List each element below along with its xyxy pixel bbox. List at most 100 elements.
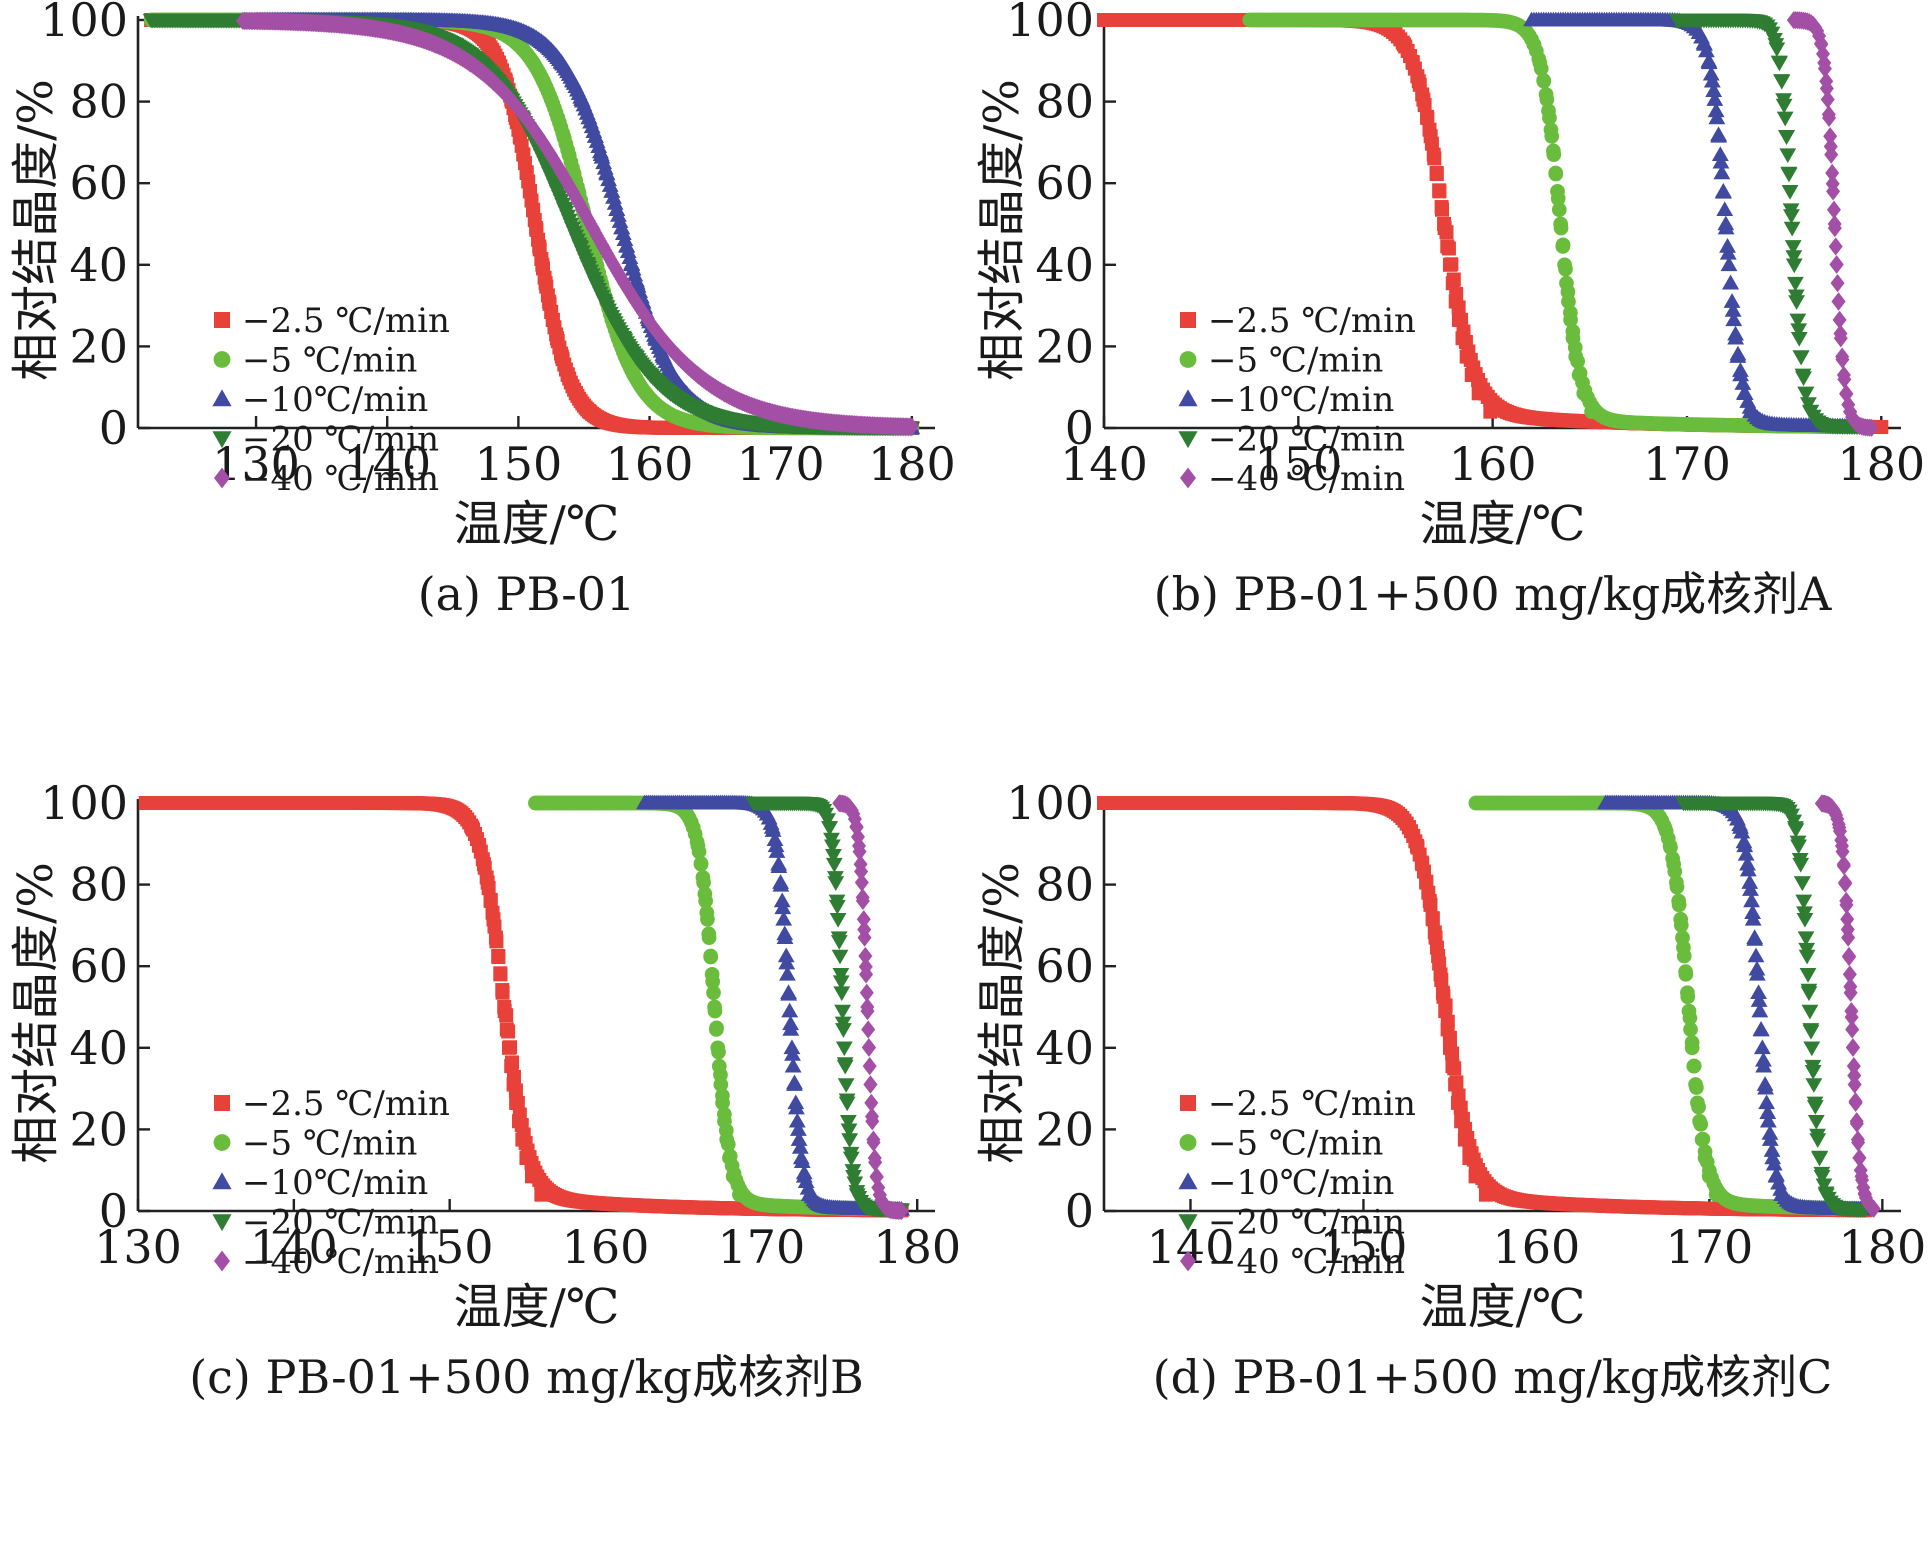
data-point [550, 110, 566, 126]
data-point [1822, 108, 1837, 128]
data-point [1802, 405, 1819, 421]
data-point [560, 367, 575, 382]
data-point [1673, 911, 1689, 927]
data-point [872, 1185, 887, 1204]
data-point [789, 1121, 807, 1136]
y-tick-label: 60 [69, 156, 128, 210]
data-point [1832, 310, 1847, 329]
series-4 [745, 796, 911, 1219]
data-point [1781, 185, 1799, 200]
data-point [1782, 203, 1800, 219]
legend-label: −2.5 ℃/min [242, 1084, 450, 1124]
data-point [776, 929, 794, 944]
data-point [1431, 949, 1446, 963]
data-point [655, 348, 672, 363]
data-point [628, 292, 643, 311]
data-point [1692, 1113, 1707, 1129]
y-tick-label: 80 [69, 858, 128, 912]
x-tick-label: 160 [1449, 437, 1537, 491]
legend-label: −5 ℃/min [1208, 341, 1383, 381]
data-point [1666, 856, 1681, 872]
data-point [1405, 55, 1420, 70]
data-point [1415, 857, 1430, 872]
data-point [512, 1114, 527, 1129]
data-point [1725, 311, 1743, 327]
data-point [1550, 184, 1565, 199]
data-point [762, 402, 777, 421]
data-point [1716, 201, 1734, 217]
data-point [1662, 838, 1678, 854]
data-point [1830, 274, 1845, 293]
data-point [548, 185, 566, 200]
data-point [529, 221, 544, 236]
panel-caption: (d) PB-01+500 mg/kg成核剂C [1153, 1350, 1833, 1404]
data-point [627, 350, 645, 365]
data-point [1402, 820, 1417, 835]
x-axis-title: 温度/℃ [1420, 496, 1586, 552]
data-point [1833, 329, 1848, 348]
data-point [1438, 1004, 1453, 1019]
data-point [1720, 256, 1738, 272]
panel-c: 0 20 40 60 80 100 130 140 150 160 170 180 温度/℃ 相对结晶度/… [0, 776, 965, 1566]
legend-label: −10℃/min [1208, 380, 1394, 420]
data-point [864, 1093, 879, 1112]
legend-marker [213, 351, 231, 368]
data-point [1546, 147, 1562, 162]
data-point [1686, 1058, 1702, 1074]
x-axis-title: 温度/℃ [454, 1279, 620, 1335]
data-point [857, 928, 872, 947]
series-3 [636, 794, 911, 1216]
data-point [1416, 92, 1431, 107]
data-point [861, 1038, 876, 1057]
data-point [828, 894, 846, 910]
y-tick-label: 40 [69, 238, 128, 292]
data-point [845, 1170, 862, 1185]
data-point [1683, 1022, 1698, 1037]
data-point [800, 1186, 818, 1201]
data-point [1864, 418, 1879, 437]
y-tick-label: 60 [69, 939, 128, 993]
x-tick-label: 150 [474, 437, 562, 491]
data-point [509, 1095, 524, 1110]
y-axis-title: 相对结晶度/% [974, 862, 1030, 1164]
data-point [642, 368, 660, 384]
data-point [1526, 37, 1542, 52]
data-point [1705, 82, 1723, 98]
legend-label: −40 ℃/min [1208, 459, 1405, 499]
data-point [1435, 202, 1450, 217]
data-point [779, 965, 796, 981]
legend: −2.5 ℃/min−5 ℃/min−10℃/min−20 ℃/min−40 ℃… [212, 1084, 450, 1282]
data-point [685, 820, 701, 835]
x-tick-label: 140 [343, 437, 431, 491]
legend-marker [212, 1214, 232, 1232]
data-point [1464, 367, 1479, 382]
data-point [1542, 110, 1557, 126]
y-tick-label: 100 [1006, 776, 1094, 830]
data-point [476, 857, 491, 872]
panel-caption: (b) PB-01+500 mg/kg成核剂A [1154, 567, 1832, 621]
data-point [832, 968, 850, 983]
y-tick-label: 20 [69, 1102, 128, 1156]
data-point [719, 1132, 735, 1147]
data-point [1435, 985, 1450, 1000]
data-point [1797, 387, 1815, 402]
data-point [787, 1094, 805, 1110]
legend-marker [213, 1134, 231, 1151]
data-point [1826, 182, 1841, 201]
data-point [1576, 385, 1592, 401]
data-point [531, 127, 546, 146]
data-point [715, 1095, 730, 1111]
y-tick-label: 100 [40, 776, 128, 830]
data-point [1828, 237, 1843, 256]
data-point [554, 349, 569, 364]
data-point [564, 72, 582, 88]
data-point [838, 1096, 856, 1112]
data-point [707, 1003, 723, 1019]
data-point [587, 276, 605, 292]
data-point [1681, 1003, 1697, 1019]
data-point [1561, 294, 1576, 309]
x-tick-label: 180 [1838, 1220, 1926, 1274]
data-point [821, 821, 838, 836]
